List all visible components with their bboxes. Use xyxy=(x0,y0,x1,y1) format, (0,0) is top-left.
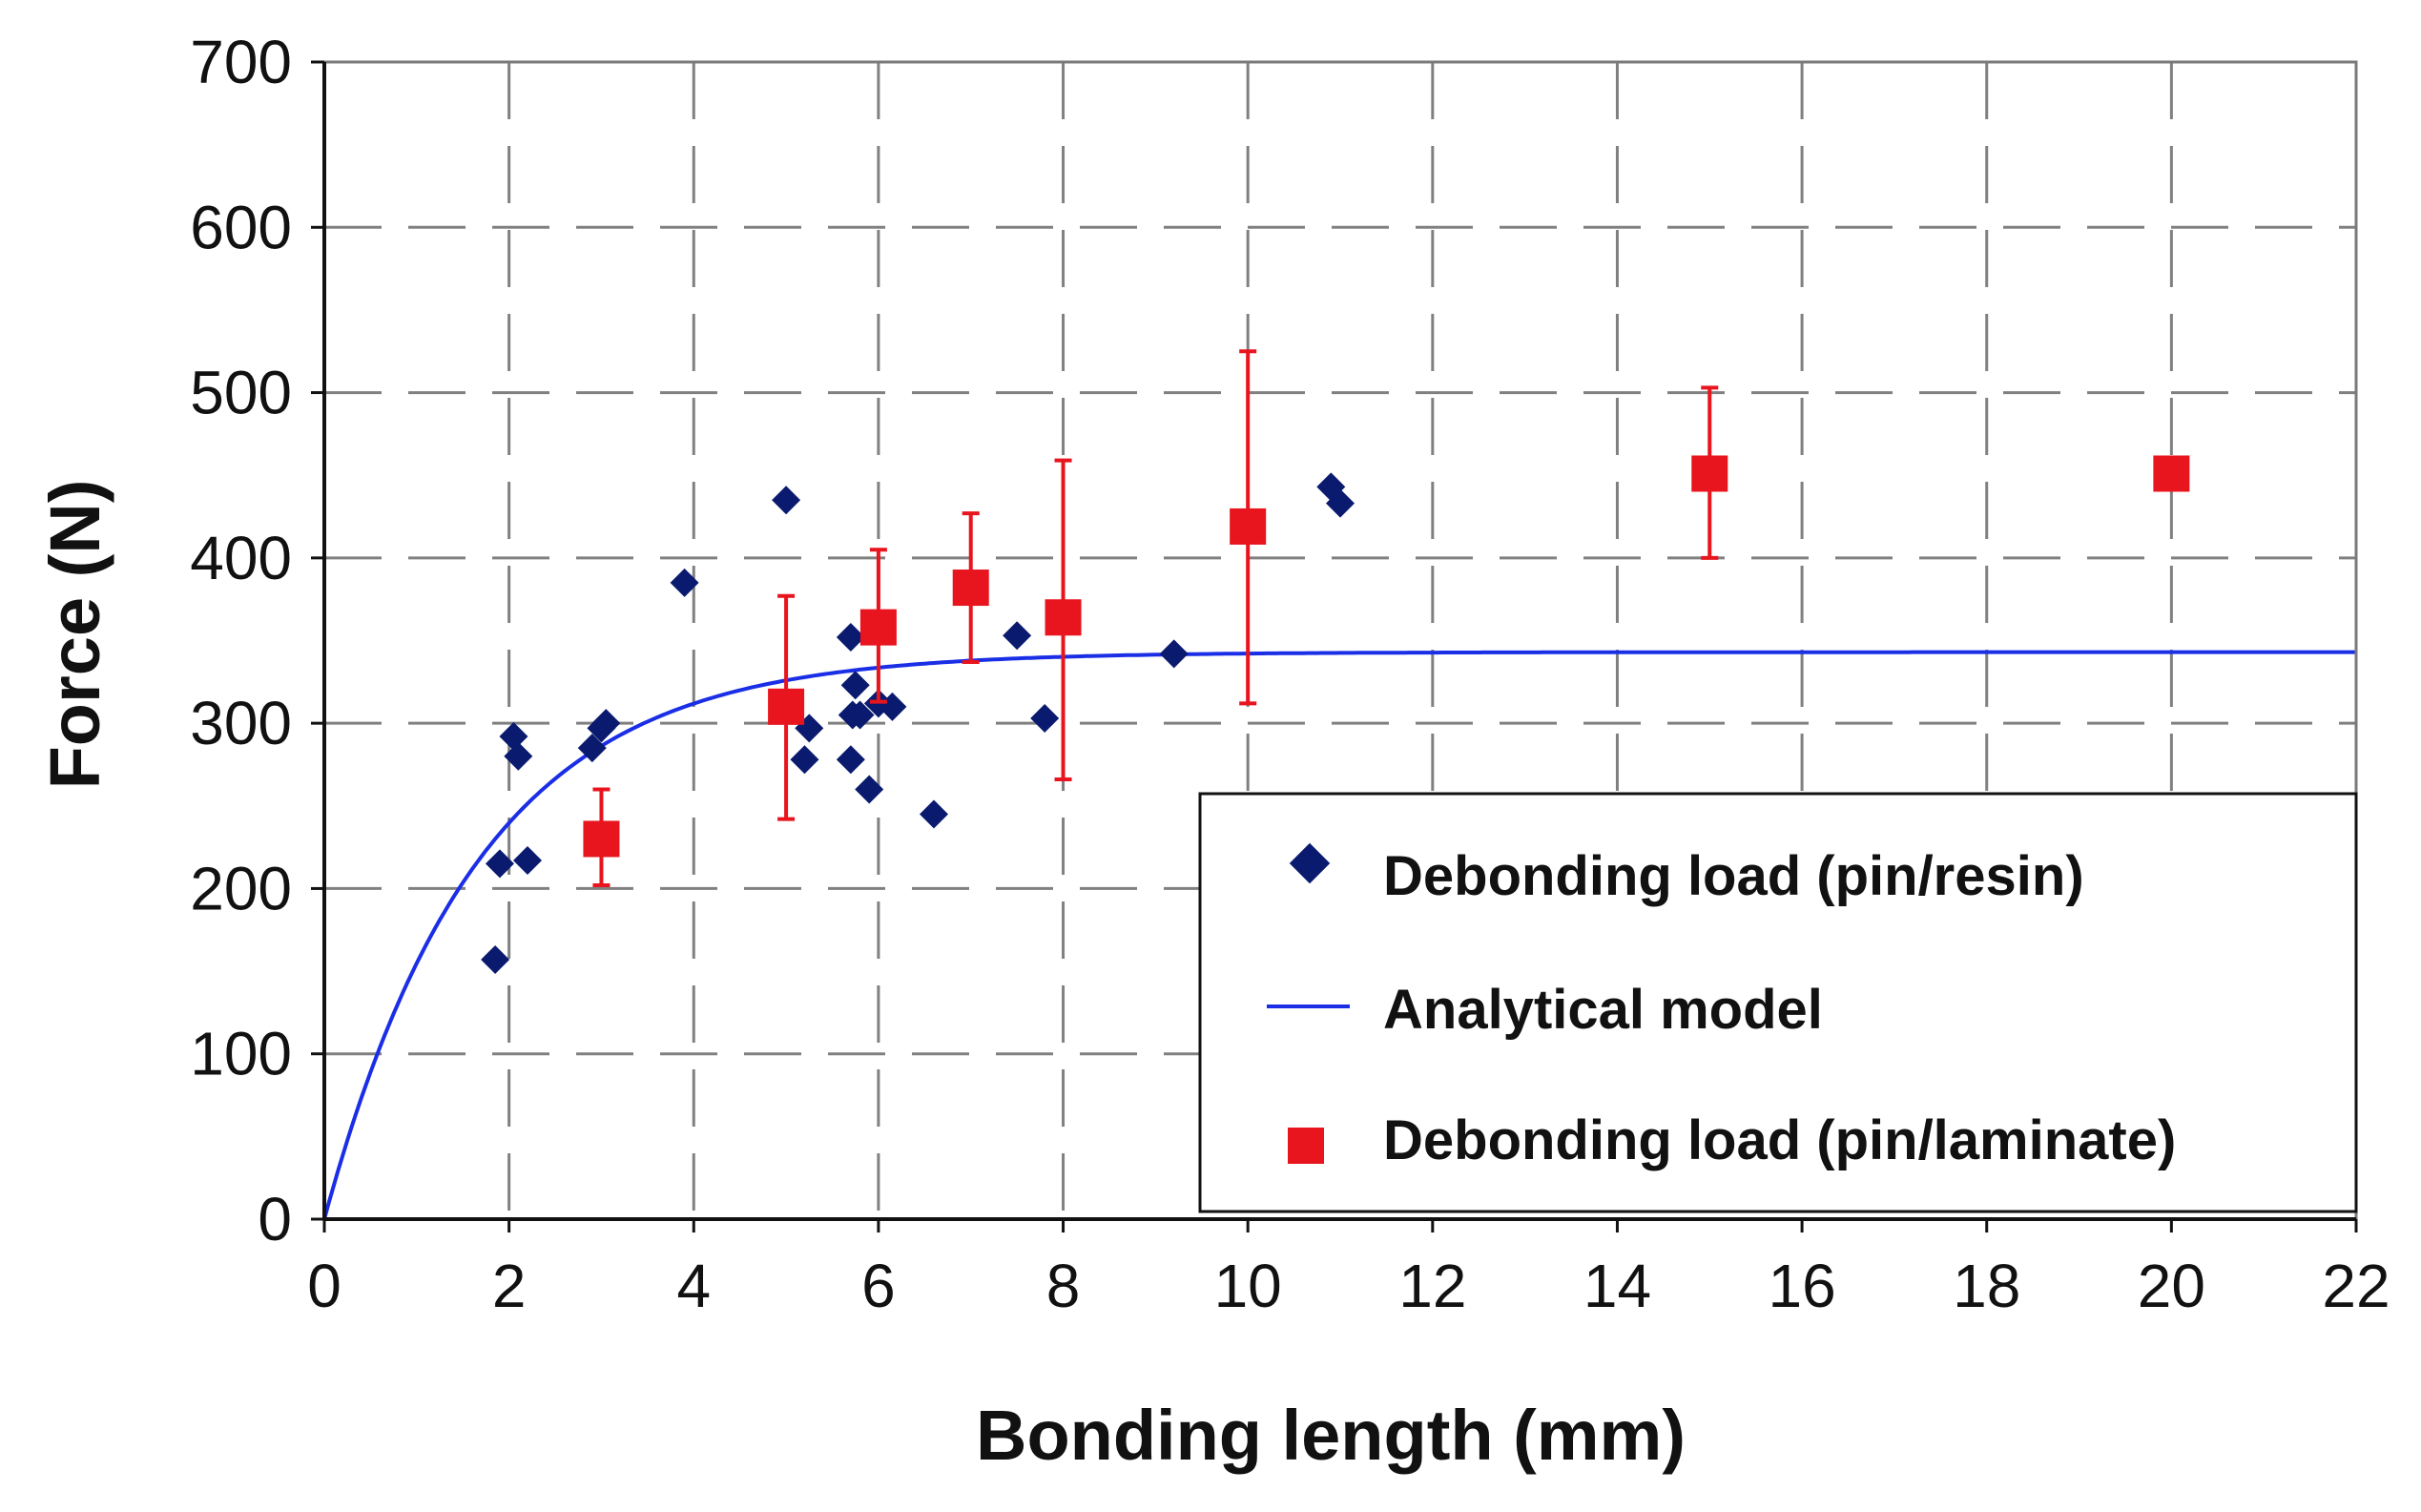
resin-point xyxy=(836,623,865,652)
resin-point xyxy=(772,486,801,515)
laminate-point xyxy=(2153,455,2190,492)
y-tick-label: 200 xyxy=(190,854,292,922)
resin-point xyxy=(1003,621,1032,651)
resin-point xyxy=(577,734,607,763)
laminate-point xyxy=(859,609,897,646)
laminate-point xyxy=(1230,507,1267,545)
axes xyxy=(311,60,2358,1232)
resin-point xyxy=(1030,703,1060,733)
analytical-model-layer xyxy=(322,650,2356,1220)
resin-point xyxy=(855,775,884,804)
x-tick-label: 6 xyxy=(861,1252,896,1320)
y-tick-label: 400 xyxy=(190,524,292,592)
legend-label-laminate: Debonding load (pin/laminate) xyxy=(1383,1109,2176,1171)
x-tick-label: 4 xyxy=(676,1252,711,1320)
y-tick-label: 300 xyxy=(190,689,292,757)
x-tick-label: 14 xyxy=(1583,1252,1651,1320)
resin-point xyxy=(840,671,870,700)
laminate-point xyxy=(952,570,989,607)
x-tick-label: 8 xyxy=(1046,1252,1081,1320)
legend-label-resin: Debonding load (pin/resin) xyxy=(1383,845,2084,907)
legend-marker-resin xyxy=(1289,842,1331,884)
legend-label-model: Analytical model xyxy=(1383,979,1823,1041)
y-axis-title: Force (N) xyxy=(35,480,114,790)
y-tick-label: 0 xyxy=(258,1185,292,1253)
resin-point xyxy=(878,692,907,721)
resin-point xyxy=(845,700,875,730)
resin-point xyxy=(790,745,819,775)
resin-point xyxy=(591,709,621,738)
resin-point xyxy=(499,722,528,752)
x-tick-label: 20 xyxy=(2138,1252,2205,1320)
y-tick-label: 500 xyxy=(190,359,292,427)
resin-point xyxy=(670,568,699,597)
laminate-point xyxy=(583,820,620,858)
y-tick-label: 600 xyxy=(190,193,292,261)
tick-labels: 0 2 4 6 8 10 12 14 16 18 20 22 0 100 200 300 400 500 600 70… xyxy=(190,28,2390,1320)
laminate-point xyxy=(768,688,805,725)
resin-point xyxy=(513,845,542,875)
legend: Debonding load (pin/resin) Analytical mo… xyxy=(1198,792,2358,1213)
x-tick-label: 10 xyxy=(1214,1252,1282,1320)
resin-point xyxy=(1159,639,1189,669)
resin-point xyxy=(485,849,514,879)
legend-marker-laminate xyxy=(1288,1128,1324,1164)
resin-point xyxy=(920,799,948,829)
x-tick-label: 2 xyxy=(492,1252,527,1320)
laminate-points xyxy=(583,349,2190,887)
y-tick-label: 700 xyxy=(190,28,292,96)
y-tick-label: 100 xyxy=(190,1020,292,1088)
x-tick-label: 12 xyxy=(1398,1252,1466,1320)
laminate-point xyxy=(1691,455,1728,492)
resin-point xyxy=(481,944,510,974)
x-axis-title: Bonding length (mm) xyxy=(976,1396,1686,1475)
x-tick-label: 18 xyxy=(1953,1252,2020,1320)
resin-point xyxy=(504,741,533,771)
x-tick-label: 22 xyxy=(2322,1252,2390,1320)
resin-points xyxy=(481,472,1355,974)
x-tick-label: 0 xyxy=(307,1252,341,1320)
analytical-model-line xyxy=(322,650,2356,1220)
laminate-point xyxy=(1045,599,1082,636)
x-tick-label: 16 xyxy=(1768,1252,1835,1320)
legend-box xyxy=(1198,792,2358,1213)
resin-point xyxy=(836,745,865,775)
resin-point xyxy=(1326,488,1355,518)
